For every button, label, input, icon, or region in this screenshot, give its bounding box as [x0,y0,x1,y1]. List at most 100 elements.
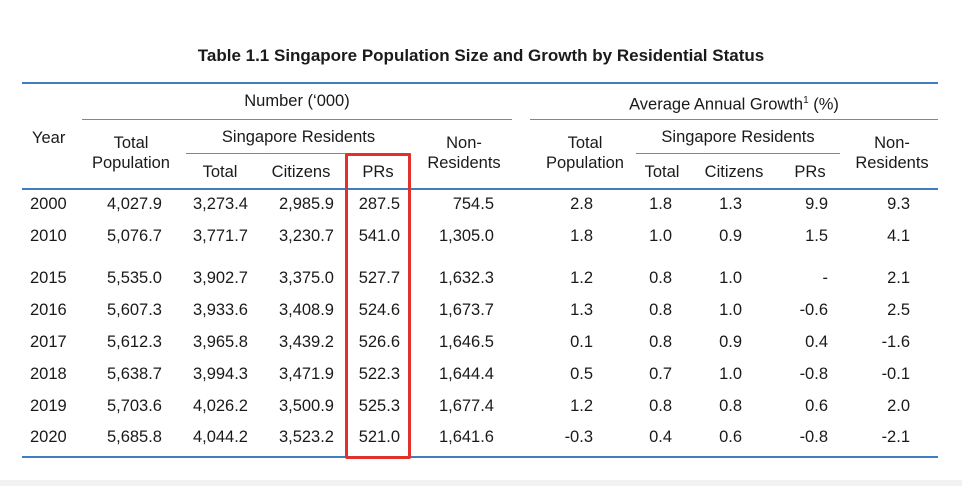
cell-tp: 5,638.7 [106,365,162,383]
number-group-header: Number (‘000) [244,92,350,110]
cell-g-cit: 1.0 [719,365,742,383]
cell-g-nr: 9.3 [887,195,910,213]
cell-g-cit: 1.0 [719,269,742,287]
growth-prs-header: PRs [794,163,826,181]
cell-year: 2010 [30,227,67,245]
growth-total-population-header-line1: Total [567,134,603,152]
cell-cit: 3,471.9 [278,365,334,383]
cell-nr: 1,632.3 [438,269,494,287]
cell-year: 2019 [30,397,67,415]
cell-cit: 3,523.2 [278,428,334,446]
year-header: Year [32,129,66,147]
cell-sr: 3,771.7 [192,227,248,245]
cell-g-tp: 1.8 [570,227,593,245]
cell-cit: 3,230.7 [278,227,334,245]
cell-pr: 526.6 [358,333,400,351]
cell-cit: 3,408.9 [278,301,334,319]
cell-sr: 3,902.7 [192,269,248,287]
cell-nr: 754.5 [452,195,494,213]
bottom-rule [22,456,938,458]
growth-footnote-marker: 1 [803,95,809,106]
number-group-rule [82,119,512,120]
cell-g-tp: 1.2 [570,269,593,287]
cell-g-cit: 1.0 [719,301,742,319]
cell-nr: 1,673.7 [438,301,494,319]
prs-column-highlight [345,153,411,459]
growth-non-residents-header-line2: Residents [855,154,929,172]
cell-tp: 5,535.0 [106,269,162,287]
cell-g-sr: 0.7 [649,365,672,383]
cell-year: 2018 [30,365,67,383]
cell-pr: 541.0 [358,227,400,245]
cell-g-nr: -2.1 [881,428,910,446]
total-population-header-line1: Total [113,134,149,152]
cell-g-nr: 2.5 [887,301,910,319]
cell-g-cit: 0.8 [719,397,742,415]
cell-g-nr: 2.0 [887,397,910,415]
cell-nr: 1,305.0 [438,227,494,245]
growth-total-population-header: Total Population [538,133,632,173]
prs-header: PRs [362,163,394,181]
cell-pr: 524.6 [358,301,400,319]
cell-year: 2015 [30,269,67,287]
cell-tp: 5,685.8 [106,428,162,446]
cell-sr: 3,933.6 [192,301,248,319]
cell-tp: 5,076.7 [106,227,162,245]
cell-g-sr: 1.0 [649,227,672,245]
cell-g-nr: 4.1 [887,227,910,245]
cell-cit: 3,439.2 [278,333,334,351]
cell-g-cit: 1.3 [719,195,742,213]
cell-pr: 522.3 [358,365,400,383]
cell-g-pr: -0.8 [799,365,828,383]
cell-g-sr: 1.8 [649,195,672,213]
cell-g-pr: -0.8 [799,428,828,446]
sr-total-header: Total [202,163,238,181]
total-population-header-line2: Population [92,154,170,172]
cell-g-tp: 0.1 [570,333,593,351]
cell-g-nr: -1.6 [881,333,910,351]
cell-cit: 3,375.0 [278,269,334,287]
growth-citizens-header: Citizens [704,163,764,181]
cell-g-tp: 2.8 [570,195,593,213]
cell-g-nr: -0.1 [881,365,910,383]
growth-non-residents-header-line1: Non- [874,134,910,152]
cell-nr: 1,646.5 [438,333,494,351]
cell-g-cit: 0.9 [719,333,742,351]
cell-tp: 5,612.3 [106,333,162,351]
table-title: Table 1.1 Singapore Population Size and … [197,46,765,65]
cell-g-pr: -0.6 [799,301,828,319]
growth-non-residents-header: Non- Residents [846,133,938,173]
cell-g-sr: 0.8 [649,301,672,319]
non-residents-header-line1: Non- [446,134,482,152]
cell-g-nr: 2.1 [887,269,910,287]
cell-g-tp: 0.5 [570,365,593,383]
cell-cit: 3,500.9 [278,397,334,415]
cell-g-pr: - [822,269,829,287]
growth-sr-total-header: Total [644,163,680,181]
growth-total-population-header-line2: Population [546,154,624,172]
cell-nr: 1,677.4 [438,397,494,415]
cell-g-tp: -0.3 [564,428,593,446]
cell-year: 2020 [30,428,67,446]
cell-sr: 3,273.4 [192,195,248,213]
cell-g-pr: 1.5 [805,227,828,245]
cell-sr: 3,994.3 [192,365,248,383]
cell-g-sr: 0.8 [649,269,672,287]
cell-year: 2000 [30,195,67,213]
cell-sr: 4,044.2 [192,428,248,446]
growth-sg-residents-rule [636,153,840,154]
cell-pr: 525.3 [358,397,400,415]
cell-tp: 5,607.3 [106,301,162,319]
cell-tp: 4,027.9 [106,195,162,213]
growth-group-rule [530,119,938,120]
cell-g-sr: 0.8 [649,397,672,415]
cell-g-cit: 0.6 [719,428,742,446]
cell-sr: 4,026.2 [192,397,248,415]
growth-group-header: Average Annual Growth1 (%) [530,91,938,115]
total-population-header: Total Population [86,133,176,173]
number-sg-residents-rule [186,153,411,154]
sg-residents-header: Singapore Residents [221,128,376,146]
cell-cit: 2,985.9 [278,195,334,213]
cell-g-tp: 1.3 [570,301,593,319]
cell-g-pr: 0.6 [805,397,828,415]
